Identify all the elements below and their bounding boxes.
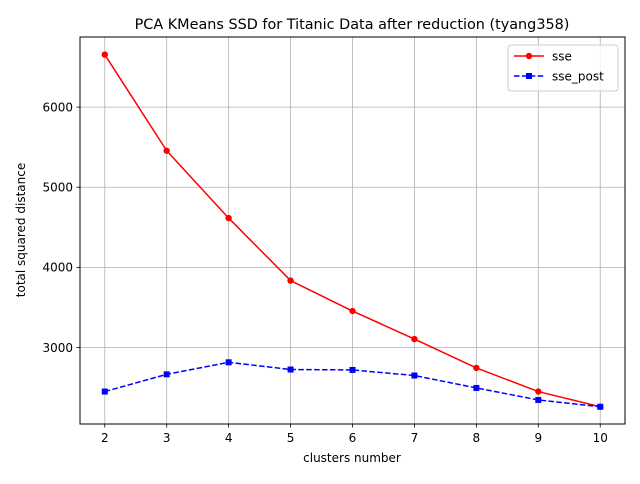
series-sse-point (225, 214, 232, 222)
x-tick-label: 8 (473, 431, 481, 445)
series-sse-point (473, 364, 480, 372)
series-sse-point (535, 388, 542, 395)
series-sse-point (287, 277, 294, 284)
series-sse-post-point (101, 388, 108, 395)
y-tick-label: 6000 (42, 100, 73, 114)
legend: sse sse_post (507, 44, 619, 92)
series-sse-post-point (473, 384, 480, 391)
series-layer (101, 51, 604, 410)
legend-sse-label: sse (552, 50, 572, 64)
series-sse-post-point (225, 359, 232, 366)
series-sse-post-line (104, 361, 601, 408)
chart-title: PCA KMeans SSD for Titanic Data after re… (135, 17, 570, 33)
x-tick-label: 3 (163, 431, 171, 445)
series-sse-point (411, 335, 418, 343)
legend-sse-post-marker (526, 73, 532, 79)
y-ticks: 3000 4000 5000 6000 (42, 100, 80, 355)
grid (80, 37, 625, 424)
y-tick-label: 4000 (42, 261, 73, 275)
series-sse-post-point (535, 396, 542, 403)
series-sse-point (163, 147, 170, 154)
legend-sse-post-label: sse_post (552, 70, 604, 84)
x-tick-label: 9 (534, 431, 542, 445)
series-sse-point (349, 307, 356, 315)
x-axis-label: clusters number (303, 451, 401, 465)
y-tick-label: 3000 (42, 341, 73, 355)
x-tick-label: 7 (411, 431, 419, 445)
x-tick-label: 4 (225, 431, 233, 445)
legend-sse-marker (525, 52, 533, 60)
y-tick-label: 5000 (42, 181, 73, 195)
x-tick-label: 6 (349, 431, 357, 445)
x-tick-label: 10 (593, 431, 608, 445)
series-sse-post-point (287, 366, 294, 373)
x-ticks: 2 3 4 5 6 7 8 9 10 (101, 424, 608, 445)
series-sse-point (101, 51, 108, 58)
series-sse-post-point (411, 372, 418, 379)
x-tick-label: 5 (287, 431, 295, 445)
y-axis-label: total squared distance (14, 163, 28, 297)
x-tick-label: 2 (101, 431, 109, 445)
series-sse-post-point (597, 403, 604, 410)
series-sse-post-point (163, 371, 170, 378)
series-sse-post-point (349, 366, 356, 373)
